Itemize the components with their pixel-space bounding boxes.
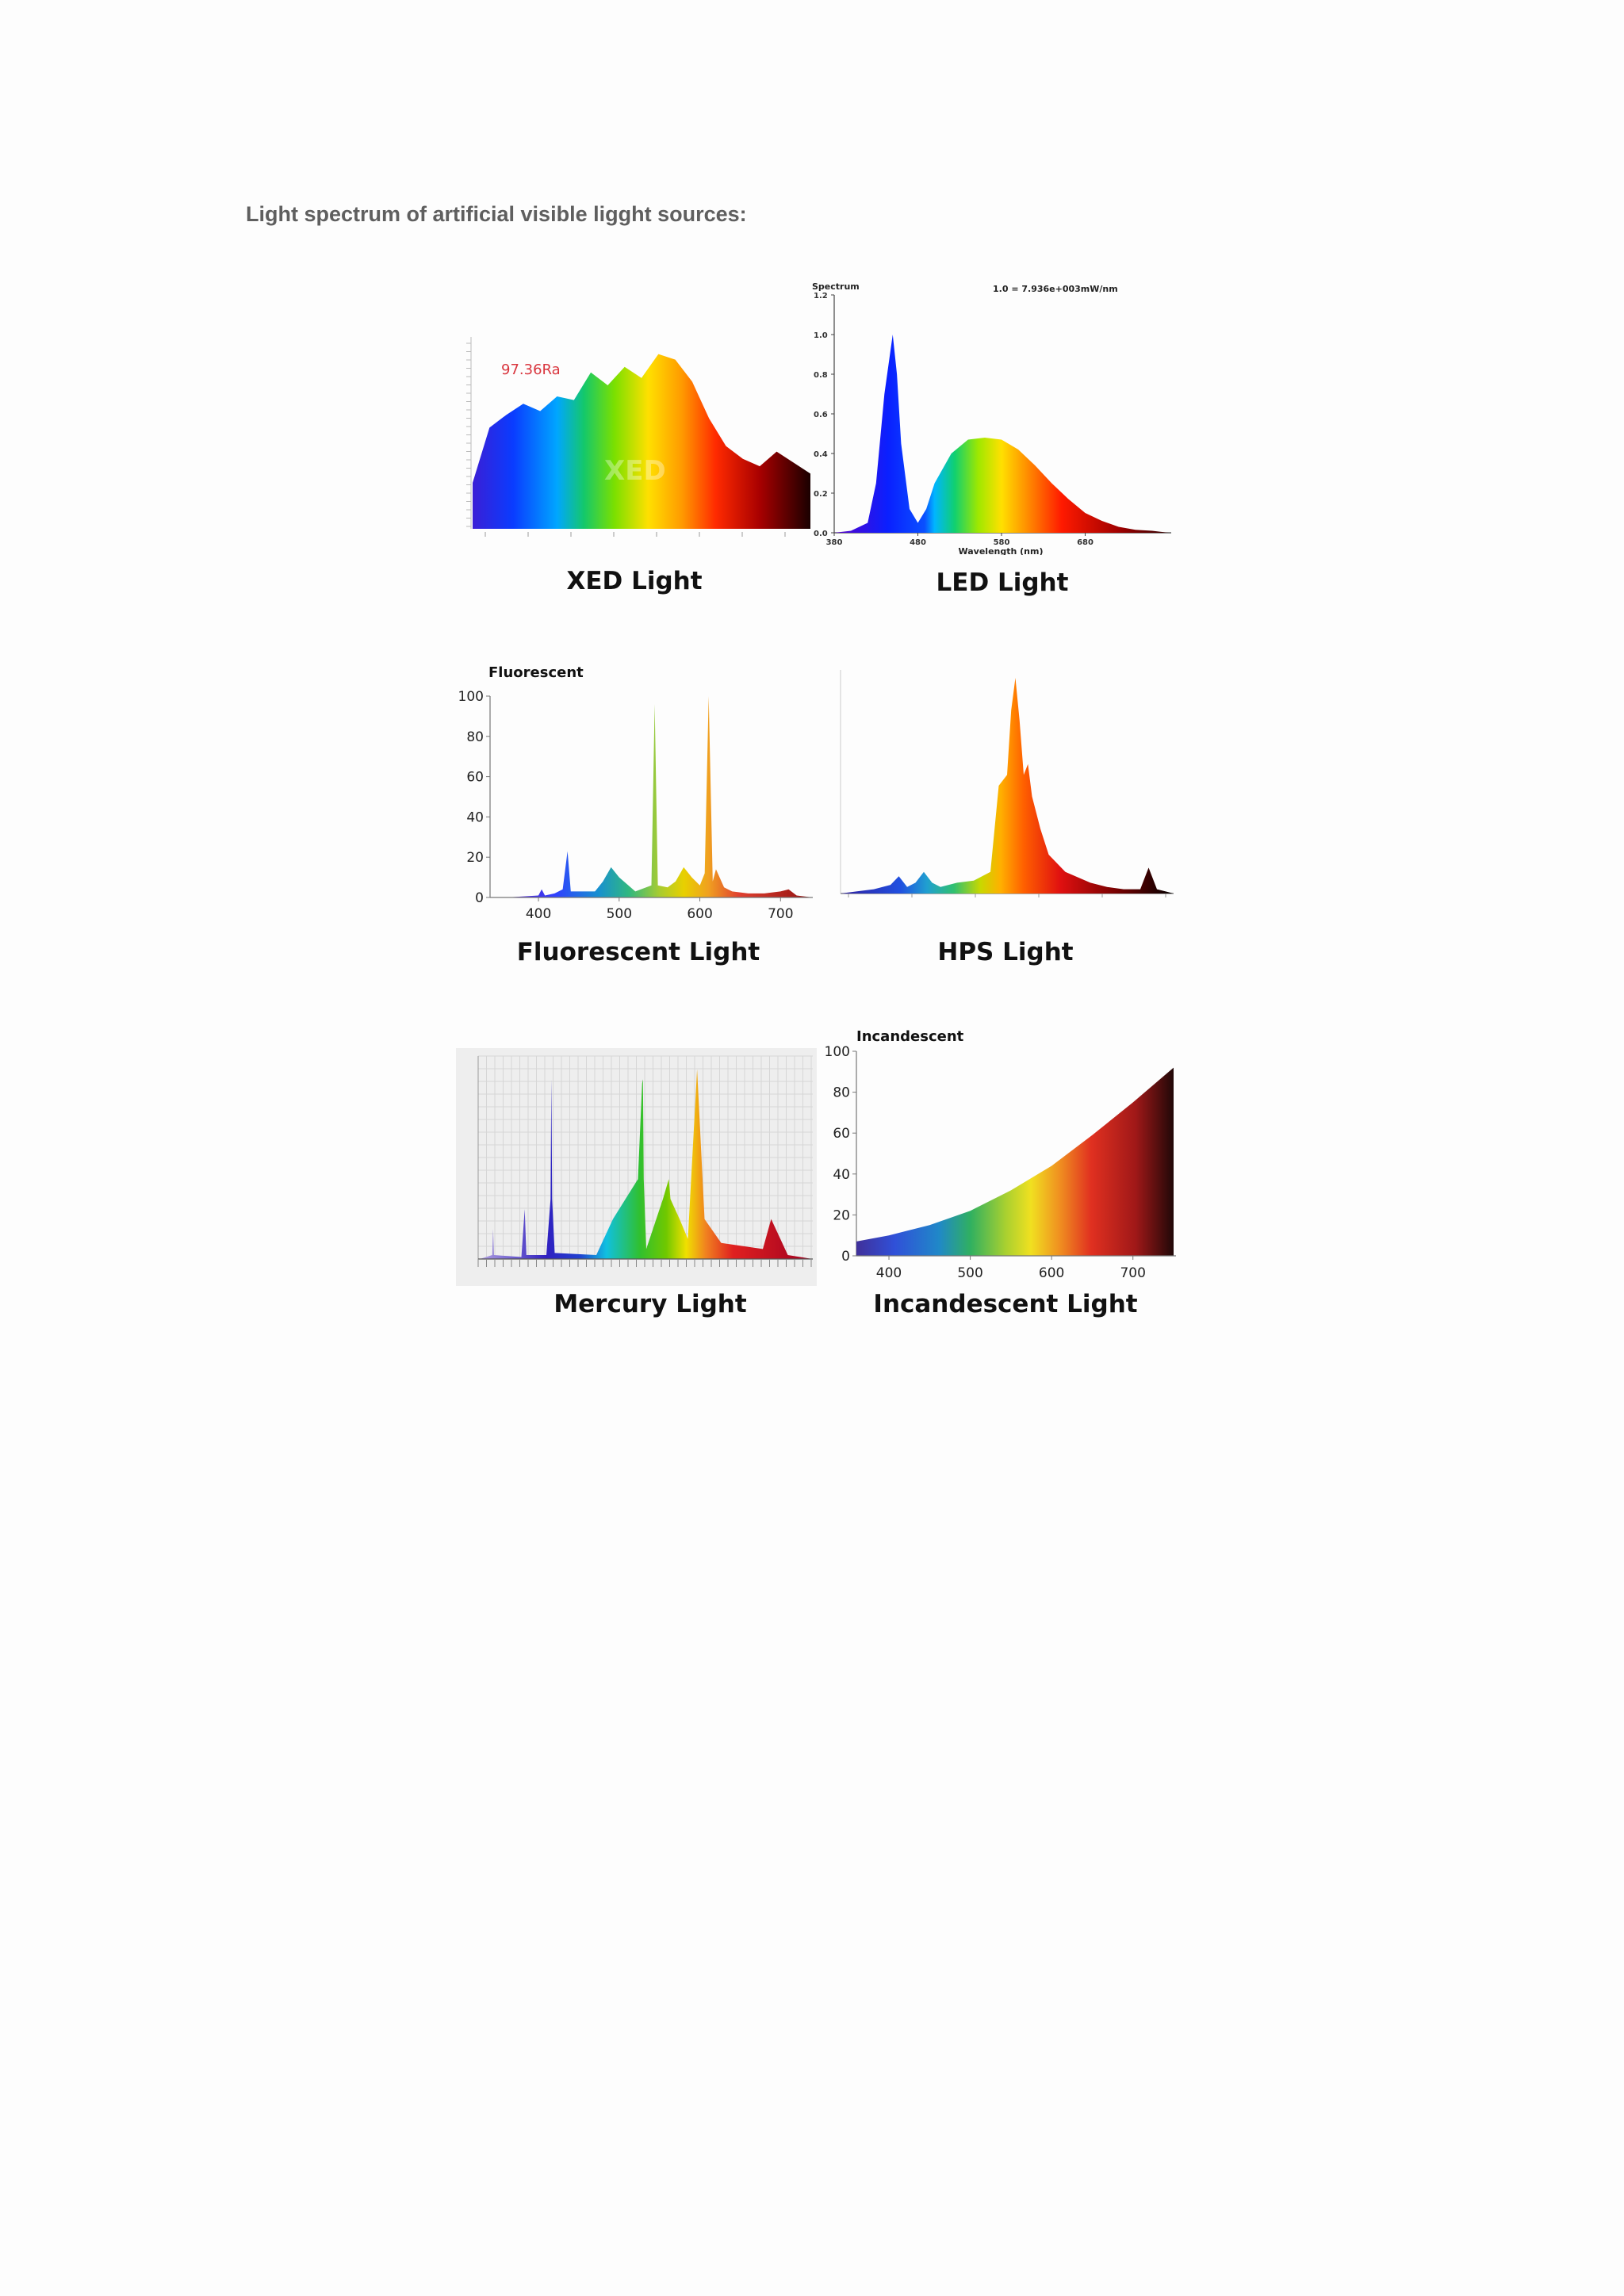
page-heading: Light spectrum of artificial visible lig…	[246, 202, 747, 226]
led-x-tick-label: 480	[910, 538, 926, 547]
led-y-tick-label: 0.6	[814, 411, 828, 419]
fluorescent-y-tick-label: 60	[466, 770, 484, 786]
fluorescent-y-tick-label: 0	[475, 890, 484, 906]
hps-caption: HPS Light	[937, 938, 1074, 966]
incandescent-x-tick-label: 700	[1120, 1265, 1145, 1281]
fluorescent-x-tick-label: 600	[687, 906, 712, 922]
hps-chart	[817, 662, 1178, 924]
led-y-tick-label: 1.0	[814, 331, 828, 340]
led-x-tick-label: 580	[994, 538, 1010, 547]
fluorescent-x-tick-label: 500	[607, 906, 632, 922]
incandescent-x-tick-label: 600	[1039, 1265, 1064, 1281]
incandescent-y-tick-label: 60	[833, 1126, 850, 1142]
led-x-tick-label: 380	[826, 538, 843, 547]
fluorescent-y-tick-label: 80	[466, 729, 484, 745]
xed-caption: XED Light	[566, 567, 703, 595]
fluorescent-caption: Fluorescent Light	[516, 938, 760, 966]
incandescent-chart: Incandescent 0 20 40 60 80 100 400 500 600 700	[815, 1023, 1180, 1288]
led-spectrum-area	[834, 335, 1169, 533]
xed-chart: 97.36Ra XED	[454, 329, 815, 545]
led-y-tick-label: 1.2	[814, 292, 828, 300]
fluorescent-y-tick-label: 40	[466, 809, 484, 825]
incandescent-y-tick-label: 80	[833, 1085, 850, 1101]
xed-y-axis	[466, 337, 472, 529]
fluorescent-title: Fluorescent	[488, 664, 584, 681]
incandescent-x-tick-label: 500	[957, 1265, 982, 1281]
fluorescent-y-tick-label: 20	[466, 850, 484, 866]
incandescent-x-tick-label: 400	[876, 1265, 902, 1281]
led-x-tick-label: 680	[1077, 538, 1094, 547]
incandescent-y-tick-label: 40	[833, 1167, 850, 1183]
hps-x-ticks	[848, 894, 1166, 897]
led-chart: Spectrum 1.0 = 7.936e+003mW/nm 0.0 0.2 0.4…	[810, 277, 1175, 555]
led-y-label: Spectrum	[812, 281, 860, 292]
mercury-caption: Mercury Light	[553, 1290, 747, 1318]
mercury-spectrum-area	[480, 1069, 813, 1259]
fluorescent-y-tick-label: 100	[458, 689, 484, 705]
incandescent-spectrum-area	[856, 1067, 1174, 1256]
led-y-tick-label: 0.8	[814, 371, 828, 380]
xed-watermark: XED	[604, 455, 666, 487]
led-y-tick-label: 0.0	[814, 530, 828, 538]
mercury-chart	[456, 1048, 817, 1286]
mercury-x-ticks	[477, 1259, 812, 1267]
incandescent-y-tick-label: 20	[833, 1207, 850, 1223]
led-header-note: 1.0 = 7.936e+003mW/nm	[993, 284, 1118, 294]
led-caption: LED Light	[936, 568, 1069, 597]
xed-annotation: 97.36Ra	[501, 362, 561, 378]
xed-x-axis	[485, 532, 786, 537]
incandescent-y-tick-label: 100	[825, 1044, 850, 1060]
xed-spectrum-area	[473, 354, 810, 529]
led-y-tick-label: 0.4	[814, 450, 828, 459]
incandescent-title: Incandescent	[856, 1028, 964, 1045]
fluorescent-chart: Fluorescent 0 20 40 60 80 100 400 500 600 700	[444, 658, 817, 928]
fluorescent-x-tick-label: 700	[768, 906, 793, 922]
fluorescent-x-tick-label: 400	[526, 906, 551, 922]
incandescent-caption: Incandescent Light	[873, 1290, 1138, 1318]
led-x-label: Wavelength (nm)	[959, 546, 1044, 555]
hps-spectrum-area	[841, 678, 1174, 894]
incandescent-y-tick-label: 0	[841, 1249, 850, 1265]
fluorescent-spectrum-area	[506, 696, 813, 897]
led-y-tick-label: 0.2	[814, 490, 828, 499]
